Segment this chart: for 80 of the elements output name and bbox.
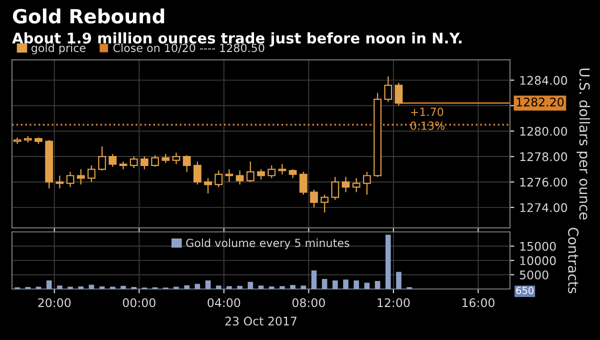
- candlestick: [331, 176, 340, 200]
- bar: [364, 282, 370, 289]
- candlestick: [98, 146, 106, 172]
- bar: [120, 286, 126, 289]
- bar: [280, 286, 285, 289]
- x-tick-label: 04:00: [208, 298, 240, 308]
- bar: [184, 285, 190, 289]
- candlestick: [236, 170, 244, 186]
- bar: [46, 280, 52, 289]
- bar: [343, 280, 348, 289]
- candlestick: [320, 194, 329, 214]
- candlestick: [246, 161, 254, 183]
- candlestick: [108, 153, 117, 168]
- candlestick: [363, 171, 371, 196]
- candlestick: [76, 168, 85, 186]
- bar: [258, 286, 264, 289]
- bar: [99, 286, 105, 289]
- text: 23 Oct 2017: [225, 316, 296, 326]
- y-tick-label: 1274.00: [520, 203, 568, 212]
- candlestick: [299, 171, 308, 196]
- candlestick: [182, 154, 191, 172]
- bar: [311, 270, 317, 289]
- bar: [374, 281, 380, 289]
- bar: [57, 286, 62, 289]
- x-tick-label: 20:00: [38, 298, 71, 308]
- candlestick: [214, 170, 223, 188]
- bar: [248, 282, 254, 289]
- bar: [78, 286, 84, 289]
- y-axis-title: U.S. dollars per ounce: [576, 68, 590, 220]
- annotation: +1.70: [411, 108, 444, 116]
- candlestick: [151, 154, 159, 168]
- candlestick: [56, 175, 64, 189]
- candlestick: [66, 171, 74, 188]
- y-tick-label: 1278.00: [520, 152, 568, 162]
- candlestick: [310, 189, 318, 208]
- candlestick: [119, 161, 128, 170]
- bar: [396, 272, 402, 289]
- bar: [322, 279, 328, 289]
- text: 650: [516, 286, 534, 294]
- y-tick-label: 1280.00: [520, 126, 568, 136]
- bar: [194, 284, 200, 289]
- bar: [88, 284, 94, 289]
- candlestick: [394, 82, 403, 106]
- y-tick-label: 1276.00: [520, 178, 568, 187]
- ref-line-label: 1282.20: [516, 98, 564, 107]
- candlestick: [352, 178, 360, 193]
- bar: [268, 286, 274, 289]
- candlestick: [140, 156, 148, 170]
- candlestick: [172, 152, 180, 165]
- bar: [290, 285, 296, 289]
- x-tick-label: 00:00: [122, 298, 156, 308]
- bar: [300, 286, 306, 289]
- candlestick: [193, 161, 202, 186]
- annotation: 0.13%: [410, 122, 445, 130]
- chart-title: Gold Rebound: [12, 8, 164, 24]
- candlestick: [257, 168, 265, 180]
- y-tick-label: 5000: [520, 270, 548, 280]
- candlestick: [384, 76, 392, 102]
- candlestick: [278, 164, 286, 175]
- legend-label: Gold volume every 5 minutes: [186, 238, 350, 250]
- bar: [205, 280, 211, 289]
- x-tick-label: 08:00: [292, 298, 325, 308]
- bar: [354, 280, 360, 289]
- bar: [216, 286, 222, 289]
- bar: [386, 234, 391, 289]
- bar: [332, 280, 338, 289]
- candlestick: [268, 164, 276, 179]
- candlestick: [88, 164, 96, 183]
- candlestick: [342, 176, 350, 193]
- x-tick-label: 12:00: [378, 298, 410, 308]
- y-tick-label: 15000: [520, 242, 556, 251]
- bar: [226, 286, 232, 289]
- y-tick-label: 10000: [520, 256, 556, 266]
- candlestick: [130, 156, 138, 169]
- legend-label: Close on 10/20 ---- 1280.50: [113, 44, 264, 54]
- y-axis-title: Contracts: [568, 228, 579, 294]
- y-tick-label: 1284.00: [520, 76, 568, 85]
- bar: [237, 286, 242, 289]
- x-tick-label: 16:00: [462, 298, 494, 308]
- candlestick: [204, 178, 212, 194]
